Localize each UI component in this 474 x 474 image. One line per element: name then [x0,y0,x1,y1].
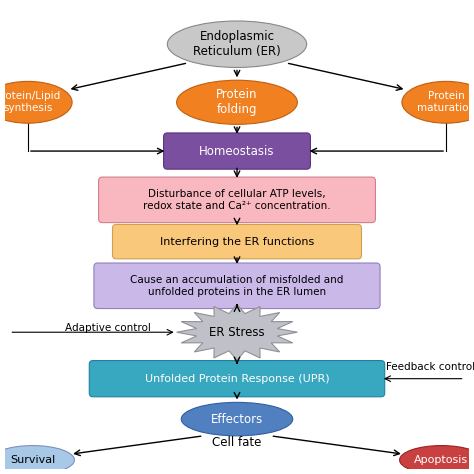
Text: Adaptive control: Adaptive control [65,323,151,333]
Ellipse shape [0,446,74,474]
Ellipse shape [177,80,297,124]
Ellipse shape [0,82,72,123]
FancyBboxPatch shape [164,133,310,169]
Text: Endoplasmic
Reticulum (ER): Endoplasmic Reticulum (ER) [193,30,281,58]
Ellipse shape [181,402,293,436]
Text: Disturbance of cellular ATP levels,
redox state and Ca²⁺ concentration.: Disturbance of cellular ATP levels, redo… [143,189,331,210]
Text: Cause an accumulation of misfolded and
unfolded proteins in the ER lumen: Cause an accumulation of misfolded and u… [130,275,344,297]
Text: Cell fate: Cell fate [212,436,262,449]
Polygon shape [177,304,297,360]
Text: Effectors: Effectors [211,412,263,426]
Text: Protein
maturation: Protein maturation [417,91,474,113]
Ellipse shape [400,446,474,474]
FancyBboxPatch shape [112,225,362,259]
Text: Protein/Lipid
synthesis: Protein/Lipid synthesis [0,91,61,113]
Text: Survival: Survival [10,455,55,465]
FancyBboxPatch shape [89,361,385,397]
Text: Homeostasis: Homeostasis [199,145,275,157]
Text: Apoptosis: Apoptosis [414,455,468,465]
Text: Protein
folding: Protein folding [216,88,258,116]
Ellipse shape [167,21,307,67]
Ellipse shape [402,82,474,123]
FancyBboxPatch shape [94,263,380,309]
Text: Feedback control: Feedback control [386,362,474,372]
Text: ER Stress: ER Stress [209,326,265,339]
Text: Unfolded Protein Response (UPR): Unfolded Protein Response (UPR) [145,374,329,383]
Text: Interfering the ER functions: Interfering the ER functions [160,237,314,246]
FancyBboxPatch shape [99,177,375,223]
